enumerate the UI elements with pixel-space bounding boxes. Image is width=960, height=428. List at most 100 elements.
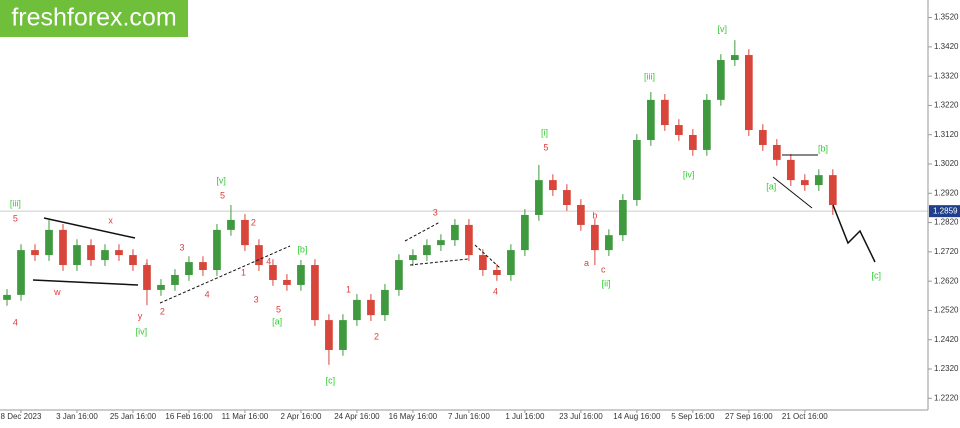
candle-body [675,125,683,136]
candle-body [521,214,529,251]
candle-body [647,99,655,140]
candle-body [591,224,599,251]
candle-body [73,245,81,266]
wave-label: w [53,287,61,297]
candle-body [325,320,333,350]
candle-body [87,245,95,261]
wave-label: [a] [272,317,282,327]
candle-body [59,229,67,266]
candle-body [786,159,795,181]
wave-label: b [592,211,597,221]
wave-label: [iii] [644,71,655,81]
wave-label: [b] [297,244,307,254]
triangle-line [772,176,813,209]
candle-body [409,255,417,261]
candle-body [577,205,585,225]
trend-line [43,217,136,239]
wave-label: 4 [13,317,18,327]
y-tick-label: 1.2520 [934,306,959,315]
wave-label: [c] [326,375,336,385]
x-tick-label: 24 Apr 16:00 [334,412,380,421]
candle-body [129,255,137,266]
candle-body [702,99,711,150]
wave-label: 3 [179,242,184,252]
candle-body [3,294,11,300]
y-tick-label: 1.2720 [934,247,959,256]
wave-label: 2 [374,331,379,341]
y-tick-label: 1.3020 [934,159,959,168]
wave-lines [32,154,876,304]
wave-label: 5 [276,305,281,315]
current-price-label: 1.2859 [933,206,958,215]
candle-body [758,130,767,145]
x-tick-label: 21 Oct 16:00 [782,412,828,421]
candle-body [157,284,165,290]
y-tick-label: 1.3420 [934,42,959,51]
x-tick-label: 5 Sep 16:00 [671,412,715,421]
candle-body [619,200,627,236]
candles [0,40,928,365]
y-tick-label: 1.2420 [934,335,959,344]
candle-body [269,265,277,280]
candle-body [31,250,39,256]
candle-body [507,250,515,275]
candle-body [199,262,207,271]
candle-body [772,144,781,160]
wave-label: 2 [251,218,256,228]
candle-body [17,250,25,295]
x-tick-label: 8 Dec 2023 [1,412,42,421]
candle-body [143,265,151,290]
candle-body [730,55,739,61]
x-tick-label: 2 Apr 16:00 [280,412,321,421]
candle-body [339,320,347,350]
x-tick-label: 16 Feb 16:00 [165,412,213,421]
candle-body [297,265,305,285]
trend-line [32,279,139,286]
y-tick-label: 1.2320 [934,364,959,373]
wave-label: [v] [216,175,226,185]
candle-body [465,224,473,256]
wave-label: 5 [13,213,18,223]
candle-body [353,299,361,321]
wave-label: [i] [541,127,548,137]
x-tick-label: 7 Jun 16:00 [448,412,490,421]
candle-body [605,235,613,251]
wave-label: 3 [433,207,438,217]
candle-body [185,262,193,275]
wave-label: [iv] [136,326,148,336]
wave-label: [v] [717,24,727,34]
x-tick-label: 3 Jan 16:00 [56,412,98,421]
wave-label: 5 [220,190,225,200]
wave-label: 1 [346,284,351,294]
wave-label: 1 [241,267,246,277]
channel-line [474,244,501,269]
x-tick-label: 11 Mar 16:00 [222,412,269,421]
candle-body [311,265,319,321]
candle-body [828,175,837,205]
candle-body [744,55,753,131]
channel-line [159,245,291,304]
wave-label: a [584,258,589,268]
candle-body [689,135,697,150]
candle-body [367,299,375,316]
wave-label: c [601,264,606,274]
x-tick-label: 16 May 16:00 [389,412,438,421]
projection-path [832,204,876,263]
wave-label: [c] [871,271,881,281]
candle-body [45,229,53,256]
candle-body [549,180,557,191]
candle-body [171,274,179,285]
y-tick-label: 1.2920 [934,188,959,197]
candle-body [716,60,725,100]
candle-body [563,190,571,205]
logo-box [0,0,188,37]
wave-label: 5 [543,142,548,152]
wave-label: 4 [205,289,210,299]
x-tick-label: 23 Jul 16:00 [559,412,603,421]
candle-body [115,250,123,256]
wave-label: 4 [493,286,498,296]
y-tick-label: 1.3520 [934,13,959,22]
candle-body [437,240,445,246]
